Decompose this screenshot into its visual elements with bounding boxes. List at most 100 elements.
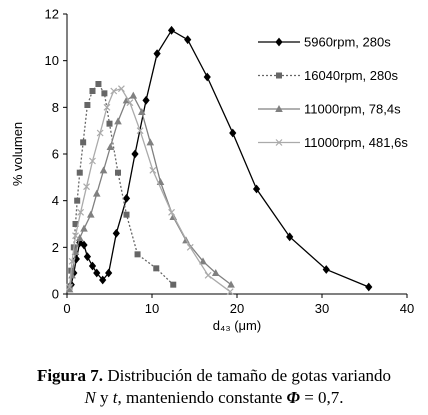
marker — [122, 193, 131, 203]
legend-marker — [275, 37, 283, 47]
marker — [149, 166, 157, 174]
series-line — [68, 94, 232, 290]
caption-text: Φ — [287, 388, 301, 407]
x-tick-label: 40 — [400, 301, 414, 316]
marker — [65, 285, 74, 293]
marker — [83, 252, 91, 262]
x-axis-label: d₄₃ (μm) — [213, 318, 261, 333]
caption: N y t, manteniendo constante Φ = 0,7. — [83, 388, 343, 407]
marker — [80, 240, 88, 250]
marker — [134, 251, 141, 258]
marker — [114, 117, 122, 125]
marker — [199, 257, 207, 265]
marker — [105, 268, 113, 278]
marker — [126, 99, 134, 107]
marker — [87, 210, 95, 218]
marker — [112, 228, 120, 238]
marker — [106, 143, 115, 150]
caption-text: y — [96, 388, 113, 407]
marker — [72, 221, 79, 227]
marker — [226, 288, 234, 296]
y-axis-label: % volumen — [10, 122, 25, 186]
y-tick-label: 0 — [52, 287, 59, 302]
legend-label: 11000rpm, 78,4s — [304, 102, 401, 117]
marker — [252, 184, 261, 194]
marker — [99, 275, 107, 285]
marker — [89, 88, 96, 94]
marker — [115, 169, 121, 176]
marker — [322, 265, 330, 274]
marker — [153, 265, 160, 272]
caption-text: Distribución de tamaño de gotas variando — [103, 366, 391, 385]
marker — [129, 91, 138, 99]
marker — [76, 238, 84, 248]
marker — [80, 224, 88, 232]
marker — [123, 211, 130, 218]
marker — [365, 282, 373, 292]
marker — [72, 232, 79, 240]
marker — [99, 166, 108, 174]
x-tick-label: 0 — [63, 301, 70, 316]
y-tick-label: 12 — [45, 7, 59, 22]
legend-marker — [276, 72, 282, 79]
marker — [184, 35, 192, 45]
marker — [68, 257, 76, 265]
legend-label: 11000rpm, 481,6s — [304, 135, 408, 150]
marker — [83, 183, 90, 191]
marker — [66, 283, 73, 291]
marker — [204, 271, 212, 279]
marker — [80, 139, 87, 146]
marker — [117, 85, 125, 93]
marker — [89, 157, 96, 165]
marker — [95, 81, 102, 87]
y-tick-label: 6 — [52, 147, 59, 162]
marker — [170, 281, 177, 288]
legend-label: 16040rpm, 280s — [304, 68, 398, 83]
marker — [146, 138, 155, 146]
x-tick-label: 20 — [230, 301, 244, 316]
marker — [92, 189, 101, 197]
x-tick-label: 10 — [145, 301, 159, 316]
y-tick-label: 4 — [52, 193, 59, 208]
marker — [203, 72, 211, 82]
marker — [77, 208, 85, 216]
legend-label: 5960rpm, 280s — [304, 35, 391, 50]
marker — [229, 128, 237, 138]
marker — [227, 280, 235, 288]
marker — [186, 243, 194, 251]
caption-label: Figura 7. — [37, 366, 103, 385]
marker — [106, 120, 113, 127]
caption-text: = 0,7. — [300, 388, 344, 407]
caption: Figura 7. Distribución de tamaño de gota… — [37, 366, 391, 385]
legend-marker — [275, 139, 283, 146]
caption-text: , manteniendo constante — [118, 388, 287, 407]
marker — [153, 49, 161, 59]
marker — [84, 102, 91, 108]
marker — [142, 95, 150, 105]
marker — [93, 268, 101, 278]
series-line — [68, 87, 231, 293]
y-tick-label: 8 — [52, 100, 59, 115]
marker — [110, 87, 118, 95]
marker — [103, 103, 111, 111]
caption-text: N — [83, 388, 97, 407]
marker — [96, 129, 104, 137]
marker — [76, 169, 83, 176]
marker — [101, 90, 108, 97]
y-tick-label: 2 — [52, 240, 59, 255]
marker — [168, 208, 175, 216]
marker — [167, 25, 176, 35]
marker — [88, 261, 97, 271]
marker — [131, 149, 139, 159]
marker — [211, 269, 220, 276]
marker — [74, 197, 81, 204]
caption-text: t — [113, 388, 119, 407]
marker — [136, 127, 144, 135]
marker — [138, 108, 146, 115]
marker — [286, 232, 294, 242]
y-tick-label: 10 — [45, 53, 59, 68]
x-tick-label: 30 — [315, 301, 329, 316]
marker — [75, 234, 84, 241]
legend-marker — [275, 105, 283, 112]
